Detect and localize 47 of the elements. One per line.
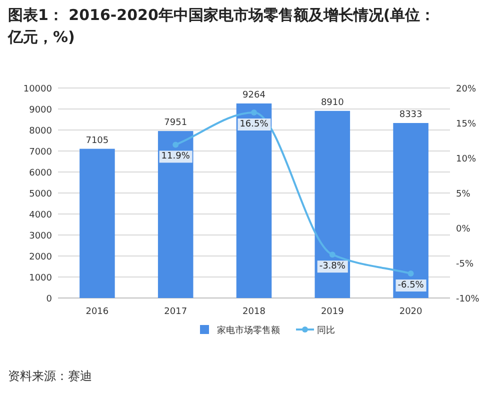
bar (314, 110, 350, 298)
y-tick-label: 3000 (29, 232, 52, 242)
legend: 家电市场零售额 (200, 325, 280, 336)
point (329, 252, 336, 258)
x-tick-label: 2019 (320, 307, 344, 317)
x-tick-label: 2020 (399, 307, 423, 317)
x-tick-label: 2017 (164, 307, 188, 317)
x-tick-label: 2016 (86, 307, 109, 317)
y-tick-label: 0 (46, 294, 52, 304)
y-tick-label: 2000 (29, 252, 52, 262)
data-label: 16.5% (240, 120, 269, 130)
y-tick-label: 4000 (29, 210, 52, 220)
y2-tick-label: 20% (456, 84, 476, 94)
legend: 同比 (296, 326, 335, 336)
x-tick-label: 2018 (242, 307, 266, 317)
data-label: 8333 (399, 110, 422, 120)
text: 资料来源：赛迪 (8, 369, 92, 383)
point (251, 110, 257, 116)
y2-tick-label: 15% (456, 120, 476, 130)
bar (158, 131, 194, 298)
y-tick-label: 7000 (29, 148, 52, 158)
y-tick-label: 6000 (29, 168, 52, 178)
y2-tick-label: 0% (456, 224, 471, 234)
data-label: 11.9% (161, 152, 190, 162)
y-tick-label: 5000 (29, 190, 52, 200)
data-label: -6.5% (398, 280, 424, 290)
point (172, 142, 179, 148)
bar (393, 123, 428, 298)
y2-tick-label: -5% (456, 260, 474, 270)
y-tick-label: 1000 (29, 274, 52, 284)
bar (80, 148, 115, 298)
point (408, 270, 414, 276)
y2-tick-label: -10% (456, 294, 480, 304)
data-label: 8910 (320, 98, 344, 108)
y2-tick-label: 5% (456, 190, 471, 200)
bar (236, 103, 272, 298)
legend-label: 家电市场零售额 (217, 325, 280, 336)
y-tick-label: 8000 (29, 126, 52, 136)
y-tick-label: 9000 (29, 106, 52, 116)
data-label: 7951 (164, 118, 188, 128)
data-label: 7105 (86, 136, 109, 146)
title: 图表1： 2016-2020年中国家电市场零售额及增长情况(单位：亿元，%) (8, 5, 436, 48)
data-label: -3.8% (319, 262, 346, 272)
data-label: 9264 (242, 90, 266, 100)
legend-label: 同比 (317, 325, 335, 336)
y2-tick-label: 10% (456, 154, 476, 164)
y-tick-label: 10000 (23, 84, 52, 94)
